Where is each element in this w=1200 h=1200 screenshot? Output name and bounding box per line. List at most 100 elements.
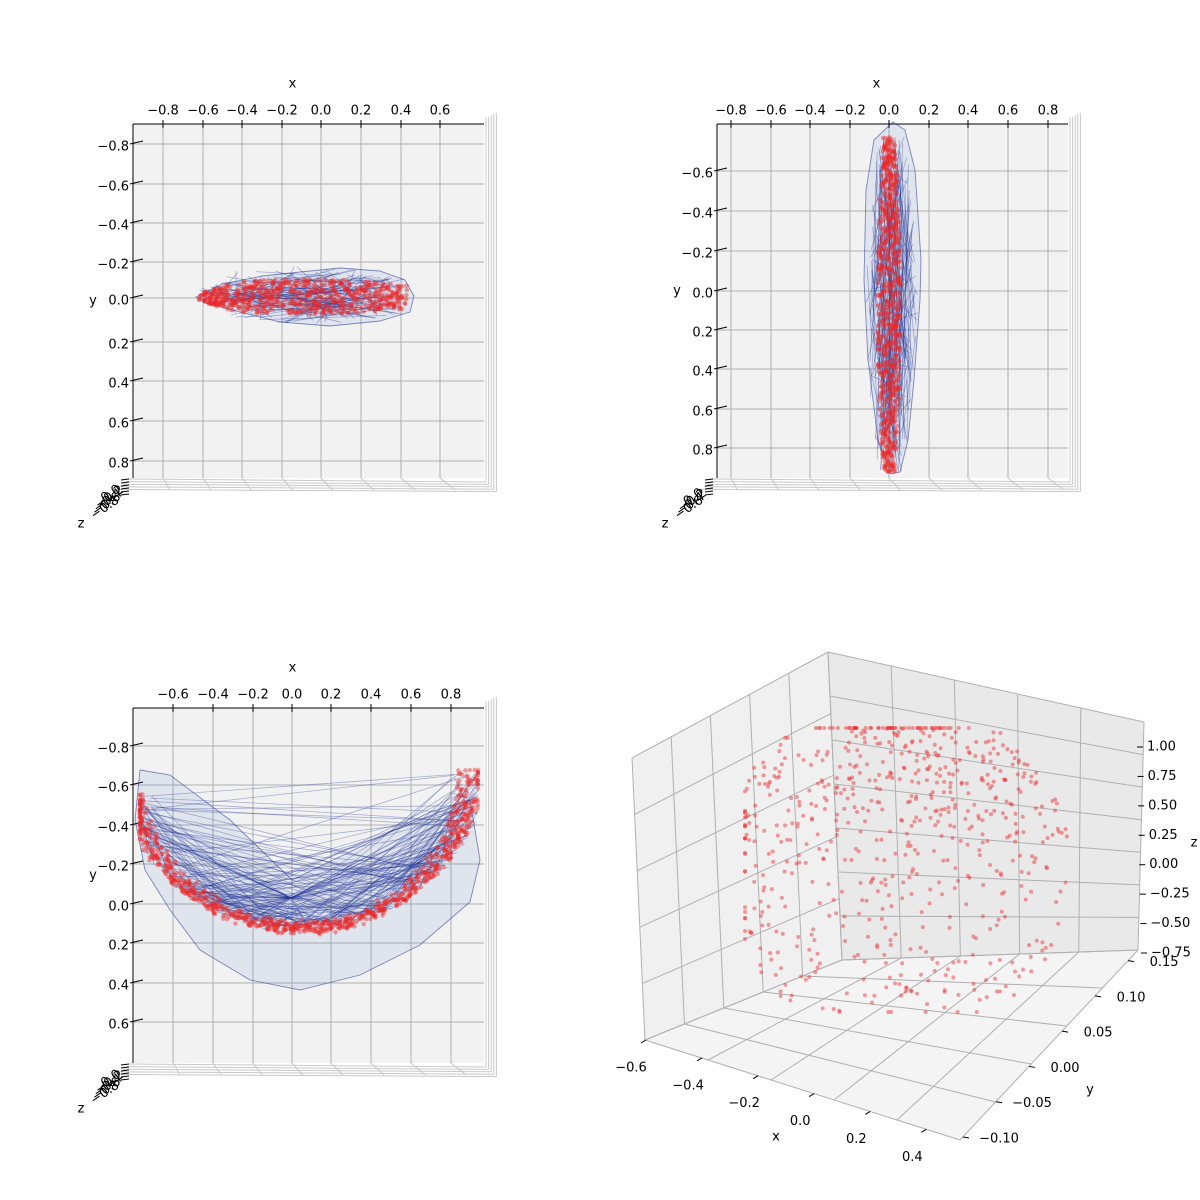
data-point <box>432 867 438 872</box>
data-point <box>258 296 263 302</box>
data-point <box>402 301 408 307</box>
data-point <box>261 300 267 305</box>
data-point <box>267 296 272 301</box>
hull-edge <box>288 289 332 314</box>
data-point <box>888 394 893 399</box>
data-point <box>907 875 912 880</box>
x-tick-label: 0.2 <box>919 104 940 119</box>
data-point <box>431 854 436 859</box>
data-point <box>984 995 989 1000</box>
data-point <box>396 298 401 304</box>
data-point <box>358 286 364 292</box>
data-point <box>953 760 958 765</box>
x-tick-label: 0.6 <box>998 104 1019 119</box>
data-point <box>878 292 884 298</box>
data-point <box>897 281 902 286</box>
data-point <box>846 740 851 745</box>
depth-edge-line <box>706 483 1076 488</box>
data-point <box>246 922 251 927</box>
data-point <box>778 742 783 747</box>
data-point <box>328 308 333 314</box>
data-point <box>457 800 462 806</box>
data-point <box>887 394 892 399</box>
data-point <box>774 823 779 828</box>
hull-edge <box>883 206 911 319</box>
data-point <box>352 291 357 296</box>
data-point <box>876 329 881 335</box>
data-point <box>877 406 882 412</box>
data-point <box>884 251 889 257</box>
data-point <box>896 250 902 255</box>
panel-top-right: −0.8 −0.6 −0.4 −0.2 0.0 0.2 0.4 0.6 0.8−0.6−0.4−… <box>662 77 1081 532</box>
data-point <box>879 253 884 258</box>
data-point <box>212 291 217 297</box>
data-point <box>284 278 289 283</box>
data-point <box>952 824 957 829</box>
data-point <box>880 179 886 185</box>
data-point <box>890 874 895 879</box>
hull-edge <box>282 299 376 319</box>
hull-edge <box>200 290 302 300</box>
z-tick <box>704 487 714 490</box>
data-point <box>266 292 272 297</box>
hull-edge <box>258 302 395 312</box>
data-point <box>892 257 897 263</box>
data-point <box>867 778 872 783</box>
data-point <box>869 798 874 803</box>
data-point <box>383 303 388 308</box>
hull-edge <box>213 272 239 302</box>
data-point <box>313 308 318 314</box>
data-point <box>883 202 888 207</box>
data-point <box>854 726 859 730</box>
data-point <box>883 147 888 152</box>
data-point <box>779 762 784 767</box>
data-point <box>878 741 883 746</box>
data-point <box>888 374 893 379</box>
data-point <box>915 752 920 757</box>
depth-grid-line <box>281 477 293 491</box>
data-point <box>880 448 885 454</box>
data-point <box>387 303 392 308</box>
data-point <box>879 256 885 262</box>
data-point <box>334 309 340 314</box>
data-point <box>892 319 897 324</box>
data-point <box>242 278 247 284</box>
data-point <box>1018 853 1023 858</box>
data-point <box>235 293 240 298</box>
data-point <box>206 300 211 305</box>
data-point <box>795 944 800 949</box>
data-point <box>971 934 976 939</box>
hull-edge <box>242 287 383 296</box>
data-point <box>887 156 893 161</box>
data-point <box>285 281 291 286</box>
data-point <box>907 799 912 804</box>
data-point <box>958 838 963 843</box>
hull-edge <box>879 315 913 352</box>
hull-edge <box>261 289 349 300</box>
data-point <box>397 288 402 293</box>
data-point <box>849 729 854 734</box>
data-point <box>947 925 952 930</box>
data-point <box>467 824 472 829</box>
data-point <box>223 289 228 294</box>
data-point <box>883 155 888 160</box>
data-point <box>933 809 938 814</box>
data-point <box>893 220 898 226</box>
data-point <box>868 726 873 730</box>
data-point <box>891 357 897 363</box>
data-point <box>881 353 887 359</box>
data-point <box>279 288 284 293</box>
y-tick <box>713 365 728 370</box>
data-point <box>461 794 466 799</box>
hull-edge <box>264 302 351 309</box>
data-point <box>890 392 895 397</box>
hull-edge <box>893 418 906 452</box>
data-point <box>884 311 889 316</box>
data-point <box>283 297 288 302</box>
data-point <box>875 335 880 341</box>
data-point <box>998 871 1003 876</box>
hull-edge <box>288 292 339 316</box>
data-point <box>908 989 913 994</box>
data-point <box>296 303 301 308</box>
data-point <box>932 968 937 973</box>
